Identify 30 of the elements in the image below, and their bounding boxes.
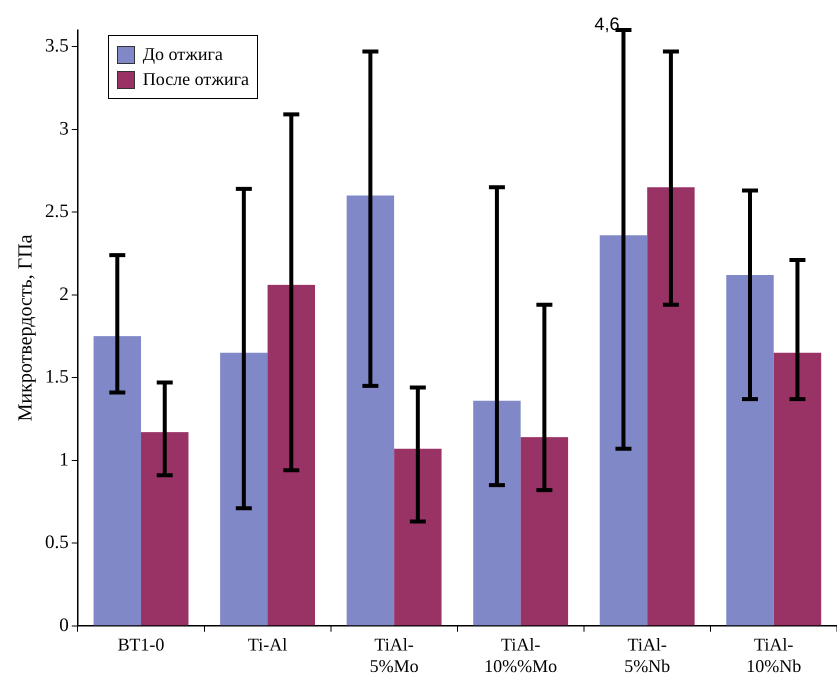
- bar: [220, 352, 268, 626]
- legend-label: После отжига: [142, 69, 249, 90]
- y-tick-label: 3.5: [45, 36, 69, 57]
- x-tick-label: TiAl- 5%Nb: [624, 634, 670, 676]
- x-tick-label: Ti-Al: [248, 634, 288, 654]
- bar: [394, 448, 442, 626]
- y-tick-label: 0.5: [45, 532, 69, 554]
- bar: [268, 284, 316, 626]
- x-tick-label: ВТ1-0: [118, 634, 164, 654]
- bar: [774, 352, 822, 626]
- bar: [600, 235, 648, 626]
- x-tick-label: TiAl- 10%%Mo: [484, 634, 558, 676]
- bar: [346, 196, 394, 626]
- y-tick-label: 1.5: [45, 366, 69, 388]
- bar: [141, 432, 188, 626]
- legend-label: До отжига: [142, 44, 223, 65]
- bar: [726, 274, 774, 626]
- bar: [520, 437, 568, 626]
- x-tick-label: TiAl- 10%Nb: [746, 634, 802, 676]
- bar: [647, 187, 695, 626]
- y-tick-label: 2.5: [45, 201, 69, 222]
- y-tick-label: 2: [59, 284, 69, 305]
- y-tick-label: 3: [59, 118, 69, 140]
- y-tick-label: 0: [59, 614, 69, 636]
- bar: [473, 400, 521, 626]
- annotation: 4,6: [594, 14, 620, 34]
- y-axis-title: Микротвердость, ГПа: [14, 234, 36, 422]
- y-tick-label: 1: [59, 449, 69, 470]
- bar: [94, 336, 142, 626]
- x-tick-label: TiAl- 5%Mo: [370, 634, 419, 676]
